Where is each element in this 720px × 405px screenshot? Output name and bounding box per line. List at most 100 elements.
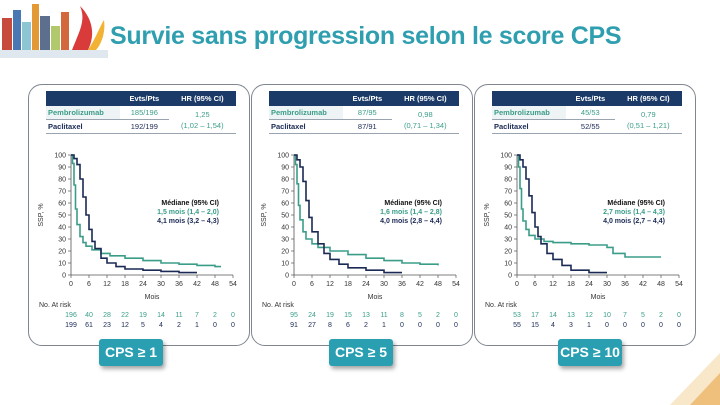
- y-axis-label: SSP, %: [261, 203, 268, 226]
- table-header-evts: Evts/Pts: [120, 91, 169, 106]
- at-risk-value-pembro: 2: [659, 312, 663, 319]
- at-risk-value-pacli: 2: [177, 322, 181, 329]
- hr-table: Evts/Pts HR (95% CI) Pembrolizumab 185/196 1…: [46, 91, 236, 134]
- y-tick-label: 30: [58, 237, 66, 244]
- at-risk-value-pacli: 3: [569, 322, 573, 329]
- at-risk-value-pembro: 13: [362, 312, 370, 319]
- x-tick-label: 12: [103, 281, 111, 288]
- at-risk-value-pacli: 8: [328, 322, 332, 329]
- cps-badge: CPS ≥ 5: [329, 339, 393, 366]
- corner-decoration: [670, 353, 720, 405]
- y-tick-label: 90: [281, 165, 289, 172]
- y-tick-label: 60: [58, 201, 66, 208]
- x-tick-label: 42: [639, 281, 647, 288]
- median-pacli: 4,1 mois (3,2 – 4,3): [157, 218, 219, 225]
- at-risk-value-pacli: 199: [65, 322, 77, 329]
- x-tick-label: 6: [533, 281, 537, 288]
- arm-evts-pembro: 185/196: [120, 106, 169, 120]
- at-risk-value-pembro: 15: [344, 312, 352, 319]
- arm-evts-pacli: 192/199: [120, 119, 169, 134]
- at-risk-value-pembro: 22: [121, 312, 129, 319]
- at-risk-value-pembro: 40: [85, 312, 93, 319]
- series-line-pembrolizumab: [71, 154, 221, 268]
- x-axis-label: Mois: [591, 294, 606, 301]
- x-tick-label: 30: [157, 281, 165, 288]
- x-tick-label: 36: [398, 281, 406, 288]
- y-tick-label: 10: [504, 261, 512, 268]
- table-header-evts: Evts/Pts: [343, 91, 392, 106]
- at-risk-value-pembro: 5: [418, 312, 422, 319]
- at-risk-value-pembro: 5: [641, 312, 645, 319]
- x-axis-label: Mois: [145, 294, 160, 301]
- at-risk-value-pacli: 5: [141, 322, 145, 329]
- table-header-hr: HR (95% CI): [168, 91, 236, 106]
- at-risk-value-pembro: 11: [175, 312, 182, 319]
- at-risk-value-pembro: 2: [213, 312, 217, 319]
- table-header-evts: Evts/Pts: [566, 91, 615, 106]
- series-line-paclitaxel: [517, 154, 607, 274]
- x-tick-label: 48: [657, 281, 665, 288]
- at-risk-value-pacli: 0: [400, 322, 404, 329]
- at-risk-value-pacli: 27: [308, 322, 316, 329]
- arm-name-pacli: Paclitaxel: [492, 119, 566, 134]
- at-risk-label: No. At risk: [39, 302, 71, 309]
- at-risk-value-pembro: 24: [308, 312, 316, 319]
- y-tick-label: 0: [62, 273, 66, 280]
- arm-name-pembro: Pembrolizumab: [492, 106, 566, 120]
- at-risk-value-pacli: 91: [290, 322, 298, 329]
- at-risk-value-pembro: 0: [454, 312, 458, 319]
- x-tick-label: 36: [175, 281, 183, 288]
- x-tick-label: 42: [193, 281, 201, 288]
- hr-value: 0,98: [418, 109, 433, 119]
- y-tick-label: 70: [281, 189, 289, 196]
- x-tick-label: 48: [211, 281, 219, 288]
- x-tick-label: 18: [121, 281, 129, 288]
- at-risk-value-pembro: 7: [195, 312, 199, 319]
- y-tick-label: 70: [58, 189, 66, 196]
- x-tick-label: 54: [675, 281, 683, 288]
- at-risk-value-pembro: 14: [157, 312, 165, 319]
- x-tick-label: 24: [139, 281, 147, 288]
- y-tick-label: 10: [58, 261, 66, 268]
- x-tick-label: 6: [310, 281, 314, 288]
- y-tick-label: 30: [504, 237, 512, 244]
- km-panel-3: Evts/Pts HR (95% CI) Pembrolizumab 45/53 0,7…: [474, 84, 696, 346]
- y-tick-label: 20: [58, 249, 66, 256]
- arm-evts-pacli: 87/91: [343, 119, 392, 134]
- y-tick-label: 10: [281, 261, 289, 268]
- at-risk-value-pembro: 7: [623, 312, 627, 319]
- at-risk-value-pacli: 1: [587, 322, 591, 329]
- y-tick-label: 0: [508, 273, 512, 280]
- y-tick-label: 60: [504, 201, 512, 208]
- series-line-paclitaxel: [71, 154, 197, 274]
- arm-name-pembro: Pembrolizumab: [269, 106, 343, 120]
- x-tick-label: 30: [380, 281, 388, 288]
- at-risk-value-pembro: 19: [326, 312, 334, 319]
- at-risk-value-pacli: 1: [195, 322, 199, 329]
- at-risk-value-pacli: 55: [513, 322, 521, 329]
- at-risk-value-pacli: 6: [346, 322, 350, 329]
- hr-ci: (0,71 – 1,34): [404, 120, 447, 130]
- at-risk-label: No. At risk: [262, 302, 294, 309]
- y-tick-label: 100: [277, 153, 289, 160]
- y-tick-label: 30: [281, 237, 289, 244]
- arm-name-pacli: Paclitaxel: [46, 119, 120, 134]
- at-risk-value-pembro: 10: [603, 312, 611, 319]
- cps-badge: CPS ≥ 10: [558, 339, 622, 366]
- y-tick-label: 60: [281, 201, 289, 208]
- arm-evts-pembro: 87/95: [343, 106, 392, 120]
- x-tick-label: 24: [585, 281, 593, 288]
- y-tick-label: 100: [500, 153, 512, 160]
- at-risk-value-pacli: 15: [531, 322, 539, 329]
- y-tick-label: 40: [504, 225, 512, 232]
- y-tick-label: 100: [54, 153, 66, 160]
- hr-table: Evts/Pts HR (95% CI) Pembrolizumab 45/53 0,7…: [492, 91, 682, 134]
- y-tick-label: 20: [281, 249, 289, 256]
- at-risk-value-pacli: 61: [85, 322, 93, 329]
- arm-evts-pacli: 52/55: [566, 119, 615, 134]
- x-tick-label: 12: [326, 281, 334, 288]
- table-header-blank: [269, 91, 343, 106]
- at-risk-value-pembro: 8: [400, 312, 404, 319]
